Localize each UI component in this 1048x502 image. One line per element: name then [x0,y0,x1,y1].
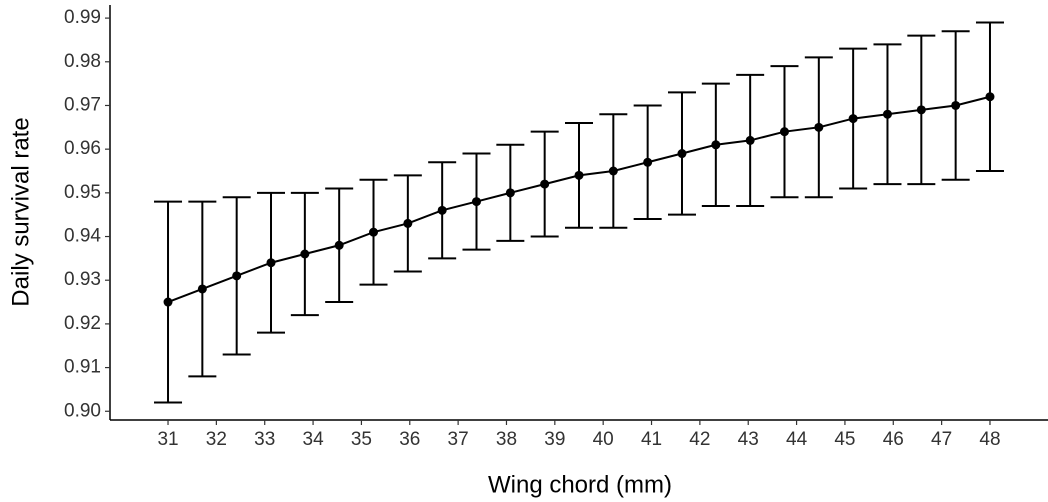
y-tick-label: 0.99 [64,7,101,28]
x-tick-label: 44 [786,429,808,450]
x-tick-label: 31 [157,429,178,450]
x-tick-label: 37 [448,429,469,450]
point [985,92,995,102]
x-tick-label: 40 [593,429,614,450]
x-tick-label: 32 [206,429,227,450]
x-tick-label: 39 [544,429,565,450]
point [232,271,242,281]
y-tick-label: 0.97 [64,94,101,115]
y-tick-label: 0.98 [64,51,101,72]
y-axis-title: Daily survival rate [7,117,34,306]
point [163,297,173,307]
point [574,170,584,180]
point [677,149,687,159]
x-tick-label: 48 [979,429,1000,450]
y-tick-label: 0.93 [64,269,101,290]
y-tick-label: 0.94 [64,226,101,247]
x-tick-label: 41 [641,429,662,450]
x-tick-label: 42 [689,429,710,450]
point [882,109,892,119]
point [266,258,276,268]
y-tick-label: 0.92 [64,313,101,334]
x-tick-label: 47 [931,429,952,450]
x-tick-label: 43 [738,429,759,450]
point [197,284,207,294]
point [334,240,344,250]
point [814,122,824,132]
x-tick-label: 33 [254,429,275,450]
x-axis-title: Wing chord (mm) [488,471,672,498]
point [369,227,379,237]
point [437,205,447,215]
point [300,249,310,259]
y-tick-label: 0.91 [64,357,101,378]
point [643,157,653,167]
point [916,105,926,115]
point [745,135,755,145]
point [848,114,858,124]
point [471,197,481,207]
x-tick-label: 46 [883,429,904,450]
point [540,179,550,189]
x-tick-label: 45 [834,429,855,450]
y-tick-label: 0.95 [64,182,101,203]
x-tick-label: 35 [351,429,372,450]
x-tick-label: 38 [496,429,517,450]
point [951,100,961,110]
y-tick-label: 0.96 [64,138,101,159]
y-tick-label: 0.90 [64,400,101,421]
x-tick-label: 36 [399,429,420,450]
point [779,127,789,137]
point [505,188,515,198]
point [711,140,721,150]
point [403,218,413,228]
x-tick-label: 34 [303,429,325,450]
point [608,166,618,176]
